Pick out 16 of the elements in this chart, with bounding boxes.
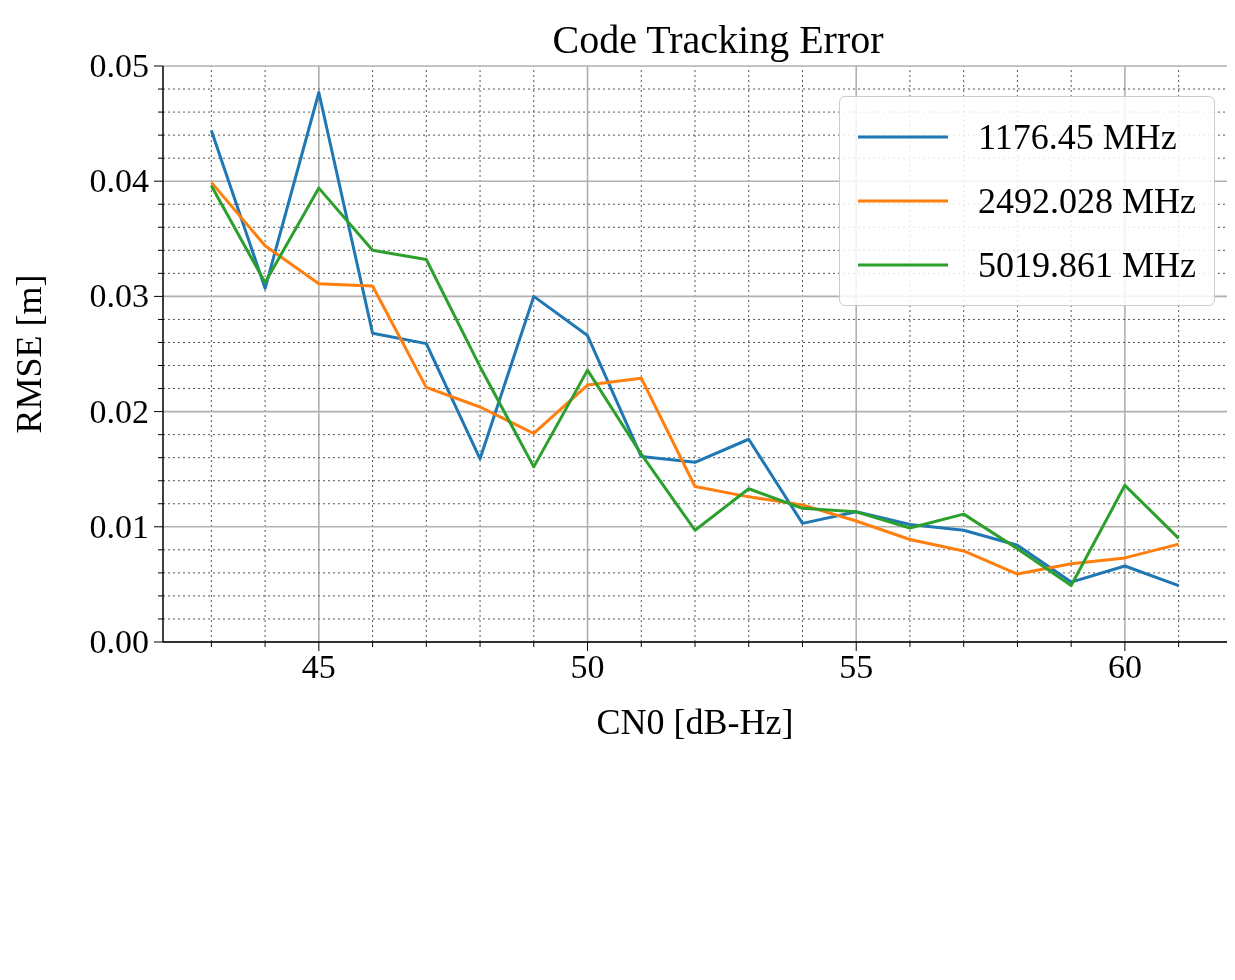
legend-label: 5019.861 MHz	[978, 244, 1196, 286]
x-tick-label: 60	[1107, 648, 1142, 685]
y-tick-label: 0.04	[89, 162, 149, 200]
x-tick-label: 45	[301, 648, 336, 685]
legend-label: 2492.028 MHz	[978, 180, 1196, 222]
x-axis-title: CN0 [dB-Hz]	[596, 702, 794, 742]
legend-label: 1176.45 MHz	[978, 116, 1177, 158]
x-tick-label: 50	[570, 648, 605, 685]
chart-title: Code Tracking Error	[552, 17, 884, 62]
x-tick-label: 55	[839, 648, 874, 685]
y-tick-label: 0.05	[89, 47, 149, 84]
y-tick-label: 0.01	[89, 507, 149, 545]
y-tick-label: 0.00	[89, 623, 149, 660]
y-axis-title: RMSE [m]	[8, 274, 49, 434]
y-tick-label: 0.03	[89, 277, 149, 315]
y-tick-label: 0.02	[89, 392, 149, 430]
